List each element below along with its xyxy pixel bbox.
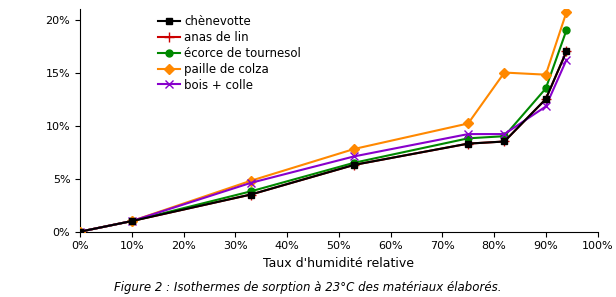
paille de colza: [542, 73, 549, 76]
bois + colle: [351, 154, 358, 158]
anas de lin: [247, 193, 254, 196]
chènevotte: [351, 163, 358, 167]
paille de colza: [76, 230, 84, 233]
bois + colle: [464, 132, 472, 136]
écorce de tournesol: [76, 230, 84, 233]
bois + colle: [247, 181, 254, 185]
écorce de tournesol: [464, 137, 472, 140]
anas de lin: [76, 230, 84, 233]
Text: Figure 2 : Isothermes de sorption à 23°C des matériaux élaborés.: Figure 2 : Isothermes de sorption à 23°C…: [114, 281, 502, 294]
paille de colza: [247, 179, 254, 183]
écorce de tournesol: [501, 135, 508, 138]
bois + colle: [76, 230, 84, 233]
écorce de tournesol: [563, 28, 570, 32]
Line: bois + colle: bois + colle: [76, 56, 570, 236]
anas de lin: [128, 219, 136, 223]
anas de lin: [563, 50, 570, 53]
chènevotte: [563, 50, 570, 53]
paille de colza: [563, 10, 570, 14]
chènevotte: [501, 140, 508, 143]
chènevotte: [128, 219, 136, 223]
Line: anas de lin: anas de lin: [75, 46, 571, 236]
Line: écorce de tournesol: écorce de tournesol: [76, 27, 570, 235]
écorce de tournesol: [351, 161, 358, 165]
anas de lin: [464, 142, 472, 146]
Line: paille de colza: paille de colza: [76, 9, 570, 235]
anas de lin: [351, 163, 358, 167]
bois + colle: [563, 58, 570, 61]
Legend: chènevotte, anas de lin, écorce de tournesol, paille de colza, bois + colle: chènevotte, anas de lin, écorce de tourn…: [158, 15, 301, 91]
écorce de tournesol: [247, 189, 254, 193]
paille de colza: [464, 122, 472, 125]
paille de colza: [128, 219, 136, 223]
bois + colle: [542, 105, 549, 108]
écorce de tournesol: [542, 87, 549, 90]
anas de lin: [542, 97, 549, 101]
chènevotte: [247, 193, 254, 196]
écorce de tournesol: [128, 219, 136, 223]
X-axis label: Taux d'humidité relative: Taux d'humidité relative: [263, 257, 415, 270]
bois + colle: [501, 132, 508, 136]
chènevotte: [76, 230, 84, 233]
anas de lin: [501, 140, 508, 143]
Line: chènevotte: chènevotte: [77, 49, 569, 234]
bois + colle: [128, 219, 136, 223]
chènevotte: [464, 142, 472, 146]
paille de colza: [501, 71, 508, 74]
paille de colza: [351, 147, 358, 151]
chènevotte: [542, 97, 549, 101]
